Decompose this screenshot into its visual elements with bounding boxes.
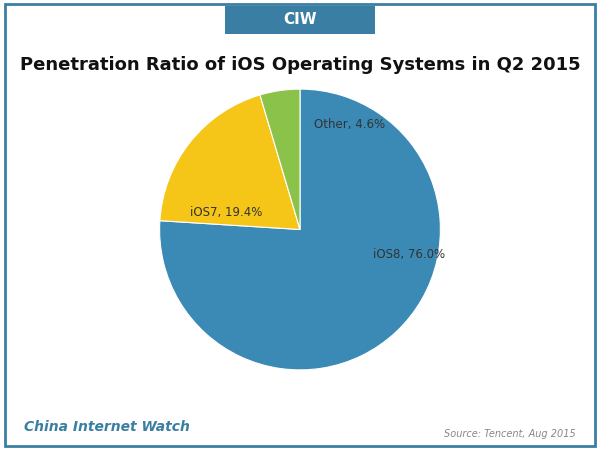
- Text: China Internet Watch: China Internet Watch: [24, 420, 190, 434]
- Wedge shape: [260, 89, 300, 230]
- Text: CIW: CIW: [283, 12, 317, 27]
- Text: iOS7, 19.4%: iOS7, 19.4%: [190, 206, 263, 219]
- Wedge shape: [160, 89, 440, 370]
- Text: Penetration Ratio of iOS Operating Systems in Q2 2015: Penetration Ratio of iOS Operating Syste…: [20, 56, 580, 74]
- Text: Source: Tencent, Aug 2015: Source: Tencent, Aug 2015: [444, 429, 576, 439]
- Wedge shape: [160, 95, 300, 230]
- Text: Other, 4.6%: Other, 4.6%: [314, 118, 385, 130]
- Text: iOS8, 76.0%: iOS8, 76.0%: [373, 248, 445, 261]
